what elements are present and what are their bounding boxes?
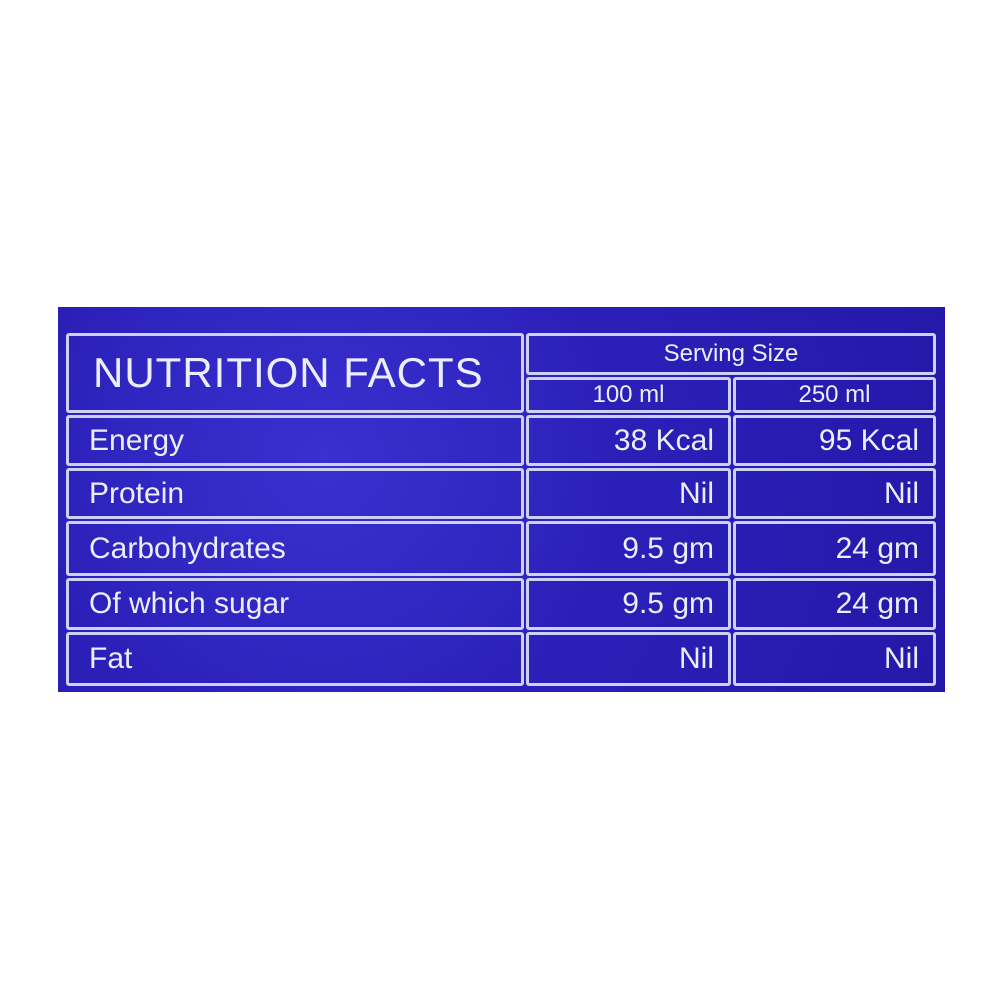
value-cell: 24 gm	[733, 578, 936, 630]
amount: 9.5 gm	[622, 531, 714, 565]
value-cell: 9.5 gm	[526, 578, 731, 630]
nutrient-cell: Energy	[66, 415, 524, 466]
amount: 95 Kcal	[818, 423, 919, 457]
amount: Nil	[884, 642, 919, 675]
nutrient: Fat	[89, 642, 133, 675]
amount: Nil	[679, 476, 714, 510]
nutrient-cell: Carbohydrates	[66, 521, 524, 576]
nutrient-cell: Protein	[66, 468, 524, 519]
nutrient: Carbohydrates	[89, 531, 286, 565]
amount: Nil	[884, 476, 919, 510]
nutrient-cell: Of which sugar	[66, 578, 524, 630]
amount: 24 gm	[835, 587, 919, 620]
title: NUTRITION FACTS	[93, 349, 484, 396]
value-cell: Nil	[733, 632, 936, 686]
amount: 38 Kcal	[613, 423, 714, 457]
column-header: 250 ml	[798, 381, 871, 408]
serving-size-cell: Serving Size	[526, 333, 936, 375]
value-cell: 24 gm	[733, 521, 936, 576]
column-header-cell: 100 ml	[526, 377, 731, 413]
amount: 24 gm	[835, 531, 919, 565]
value-cell: Nil	[733, 468, 936, 519]
nutrient: Protein	[89, 476, 185, 510]
column-header: 100 ml	[592, 381, 665, 408]
nutrient-cell: Fat	[66, 632, 524, 686]
value-cell: 95 Kcal	[733, 415, 936, 466]
serving-size: Serving Size	[663, 340, 799, 367]
column-header-cell: 250 ml	[733, 377, 936, 413]
value-cell: 9.5 gm	[526, 521, 731, 576]
value-cell: Nil	[526, 468, 731, 519]
nutrient: Energy	[89, 423, 185, 457]
amount: Nil	[679, 642, 714, 675]
amount: 9.5 gm	[622, 587, 714, 620]
nutrient: Of which sugar	[89, 587, 290, 620]
value-cell: 38 Kcal	[526, 415, 731, 466]
title-cell: NUTRITION FACTS	[66, 333, 524, 413]
value-cell: Nil	[526, 632, 731, 686]
